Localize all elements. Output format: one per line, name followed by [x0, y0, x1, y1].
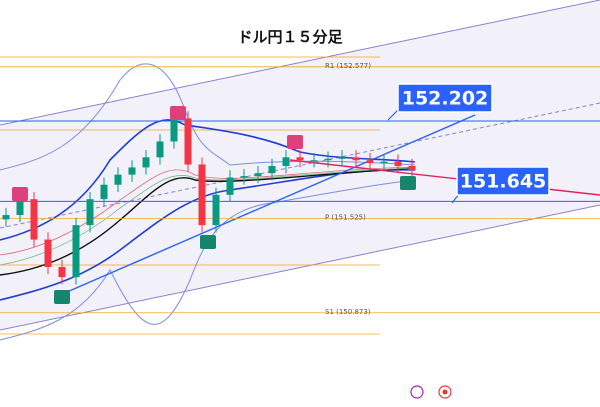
candle-body	[100, 184, 108, 200]
marker-high	[170, 106, 186, 120]
trend-line	[59, 114, 476, 296]
marker-high	[287, 135, 303, 149]
icon[interactable]	[438, 385, 452, 399]
channel-bottom	[0, 204, 600, 331]
icon[interactable]	[410, 385, 424, 399]
ma-black	[0, 167, 416, 276]
candle-body	[30, 199, 38, 240]
candle-body	[16, 199, 24, 216]
candle-body	[86, 199, 94, 226]
candle-body	[72, 225, 80, 278]
candle-body	[212, 194, 220, 226]
candle-body	[226, 177, 234, 195]
candle-body	[184, 118, 192, 165]
candle-body	[352, 157, 360, 161]
channel-top	[0, 0, 600, 126]
candle-body	[282, 157, 290, 166]
icon-dot	[442, 389, 448, 395]
candle-body	[338, 157, 346, 159]
callout-box	[456, 166, 550, 196]
marker-low	[200, 235, 216, 249]
marker-low	[400, 176, 416, 190]
candle-body	[2, 215, 10, 220]
candle-body	[156, 141, 164, 158]
candle-body	[58, 267, 66, 278]
ma-red	[0, 166, 416, 256]
pivot-label: P (151.525)	[325, 214, 366, 222]
candle-body	[198, 164, 206, 226]
ma-green	[0, 167, 416, 266]
candle-body	[324, 158, 332, 161]
candle-body	[268, 165, 276, 174]
pivot-label: S1 (150.873)	[325, 308, 371, 316]
candle-body	[254, 173, 262, 177]
candle-body	[240, 176, 248, 178]
candle-body	[128, 167, 136, 175]
candle-body	[114, 174, 122, 185]
pivot-label: R1 (152.577)	[325, 62, 371, 70]
candle-body	[408, 165, 416, 171]
marker-low	[54, 290, 70, 304]
callout-label: 152.202	[402, 88, 489, 110]
chart-title: ドル円１５分足	[237, 28, 343, 46]
candle-body	[44, 239, 52, 268]
band-lower	[0, 179, 416, 341]
callout-label: 151.645	[460, 171, 547, 193]
candle-body	[394, 161, 402, 166]
marker-high	[12, 187, 28, 201]
candle-body	[142, 157, 150, 168]
candle-body	[170, 118, 178, 142]
callout-box	[397, 83, 493, 113]
candle-body	[380, 161, 388, 164]
candle-body	[310, 160, 318, 162]
candle-body	[366, 160, 374, 164]
candle-body	[296, 157, 304, 161]
